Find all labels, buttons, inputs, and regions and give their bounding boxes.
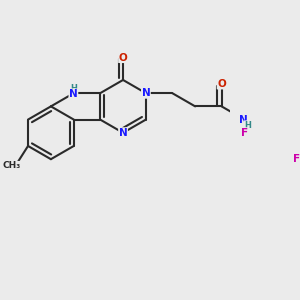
- Text: H: H: [70, 85, 77, 94]
- Text: O: O: [217, 79, 226, 89]
- Text: H: H: [244, 121, 251, 130]
- Text: F: F: [242, 128, 248, 138]
- Text: CH₃: CH₃: [3, 161, 21, 170]
- Text: N: N: [239, 115, 248, 125]
- Text: F: F: [293, 154, 300, 164]
- Text: N: N: [119, 128, 128, 138]
- Text: N: N: [142, 88, 150, 98]
- Text: O: O: [119, 52, 128, 62]
- Text: N: N: [69, 89, 78, 99]
